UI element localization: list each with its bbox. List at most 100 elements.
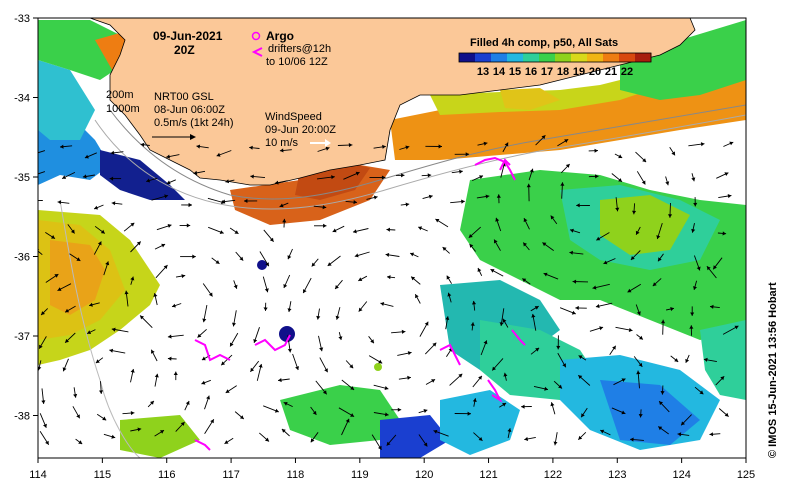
current-vector-head (239, 415, 244, 419)
current-vector-head (173, 371, 178, 375)
x-tick-label: 120 (415, 469, 433, 481)
current-vector-head (382, 144, 386, 149)
current-vector-head (201, 356, 206, 361)
current-vector-head (592, 285, 597, 290)
current-vector-head (423, 409, 428, 413)
current-vector-head (638, 362, 643, 367)
current-vector-head (720, 376, 725, 381)
bathymetry-contour (109, 104, 746, 200)
current-vector-head (671, 151, 675, 156)
current-vector-head (163, 265, 168, 270)
current-vector-head (167, 224, 172, 228)
colorbar-tick-label: 15 (509, 66, 521, 78)
bathymetry-contour (94, 114, 746, 210)
current-vector-head (160, 430, 164, 434)
depth-label-1000m: 1000m (106, 103, 140, 115)
current-vector-head (438, 144, 442, 149)
current-vector-head (710, 304, 714, 309)
current-vector-head (445, 316, 450, 320)
current-vector-head (62, 367, 67, 372)
current-vector-head (578, 375, 583, 379)
current-vector-head (700, 142, 705, 147)
current-vector-head (627, 288, 632, 293)
current-vector-head (618, 154, 623, 159)
current-vector-head (470, 322, 475, 326)
current-vector-head (384, 412, 389, 417)
current-vector-head (65, 308, 70, 313)
current-vector-head (263, 307, 268, 311)
colorbar-ticks: 13 14 15 16 17 18 19 20 21 22 (477, 66, 633, 78)
current-vector-head (521, 404, 525, 409)
current-vector-head (354, 253, 359, 258)
current-vector-head (706, 266, 711, 271)
current-vector-head (94, 205, 99, 210)
current-vector-head (150, 400, 154, 405)
current-vector-head (181, 274, 186, 279)
current-vector-head (483, 141, 488, 146)
current-vector-head (250, 174, 254, 179)
current-vector-head (45, 440, 49, 445)
colorbar-cells (459, 53, 652, 62)
current-vector-head (478, 437, 483, 441)
current-vector-head (478, 375, 482, 380)
current-vector-head (215, 260, 220, 264)
current-vector-head (560, 182, 565, 186)
current-vector-head (603, 260, 608, 265)
nrt-time: 08-Jun 06:00Z (154, 104, 225, 116)
current-vector (38, 150, 46, 154)
current-vector-head (596, 236, 601, 241)
current-vector-head (407, 351, 412, 356)
current-vector-head (544, 386, 548, 391)
current-vector-head (691, 177, 696, 182)
current-vector-head (311, 262, 316, 267)
current-vector-head (477, 268, 482, 272)
drifter-tracks (194, 156, 526, 451)
current-vector-head (303, 289, 307, 294)
current-vector-head (729, 141, 734, 146)
current-vector-head (618, 178, 622, 182)
current-vector-head (693, 202, 698, 207)
current-vector-head (529, 168, 534, 173)
current-vector-head (287, 308, 292, 312)
current-vector-head (681, 421, 685, 426)
current-vector-head (38, 366, 42, 371)
current-vector-head (282, 218, 287, 223)
current-vector-head (423, 442, 428, 447)
current-vector-head (358, 307, 363, 312)
current-vector-head (690, 312, 695, 316)
y-tick-label: -35 (14, 172, 30, 184)
x-tick-label: 114 (29, 469, 47, 481)
current-vector-head (350, 413, 355, 417)
colorbar-cell (475, 53, 492, 62)
current-vector-head (167, 334, 172, 339)
current-vector-head (76, 414, 80, 419)
current-vector-head (465, 152, 470, 157)
current-vector-head (244, 198, 248, 203)
current-vector-head (543, 272, 548, 277)
current-vector-head (338, 336, 343, 340)
current-vector-head (550, 402, 555, 407)
colorbar-cell (603, 53, 620, 62)
current-vector-head (632, 210, 637, 215)
current-vector-head (166, 154, 170, 159)
y-tick-label: -37 (14, 331, 30, 343)
current-vector-head (564, 139, 569, 143)
current-vector-head (283, 284, 288, 288)
colorbar-cell (491, 53, 508, 62)
credit: © IMOS 15-Jun-2021 13:56 Hobart (767, 282, 779, 458)
current-vector-head (206, 395, 210, 400)
current-vector-head (221, 199, 226, 204)
drifter-icon (251, 47, 263, 57)
current-vector-head (578, 435, 583, 440)
current-vector-head (180, 422, 185, 426)
current-vector-head (105, 261, 110, 266)
current-vector (38, 250, 43, 256)
x-tick-label: 123 (608, 469, 626, 481)
current-vector-head (713, 265, 717, 270)
current-vector-head (197, 333, 202, 338)
current-vector-head (431, 379, 436, 383)
current-vector-head (472, 398, 477, 402)
current-vector-head (78, 440, 83, 444)
current-vector-head (656, 235, 661, 239)
current-vector-head (41, 311, 45, 315)
